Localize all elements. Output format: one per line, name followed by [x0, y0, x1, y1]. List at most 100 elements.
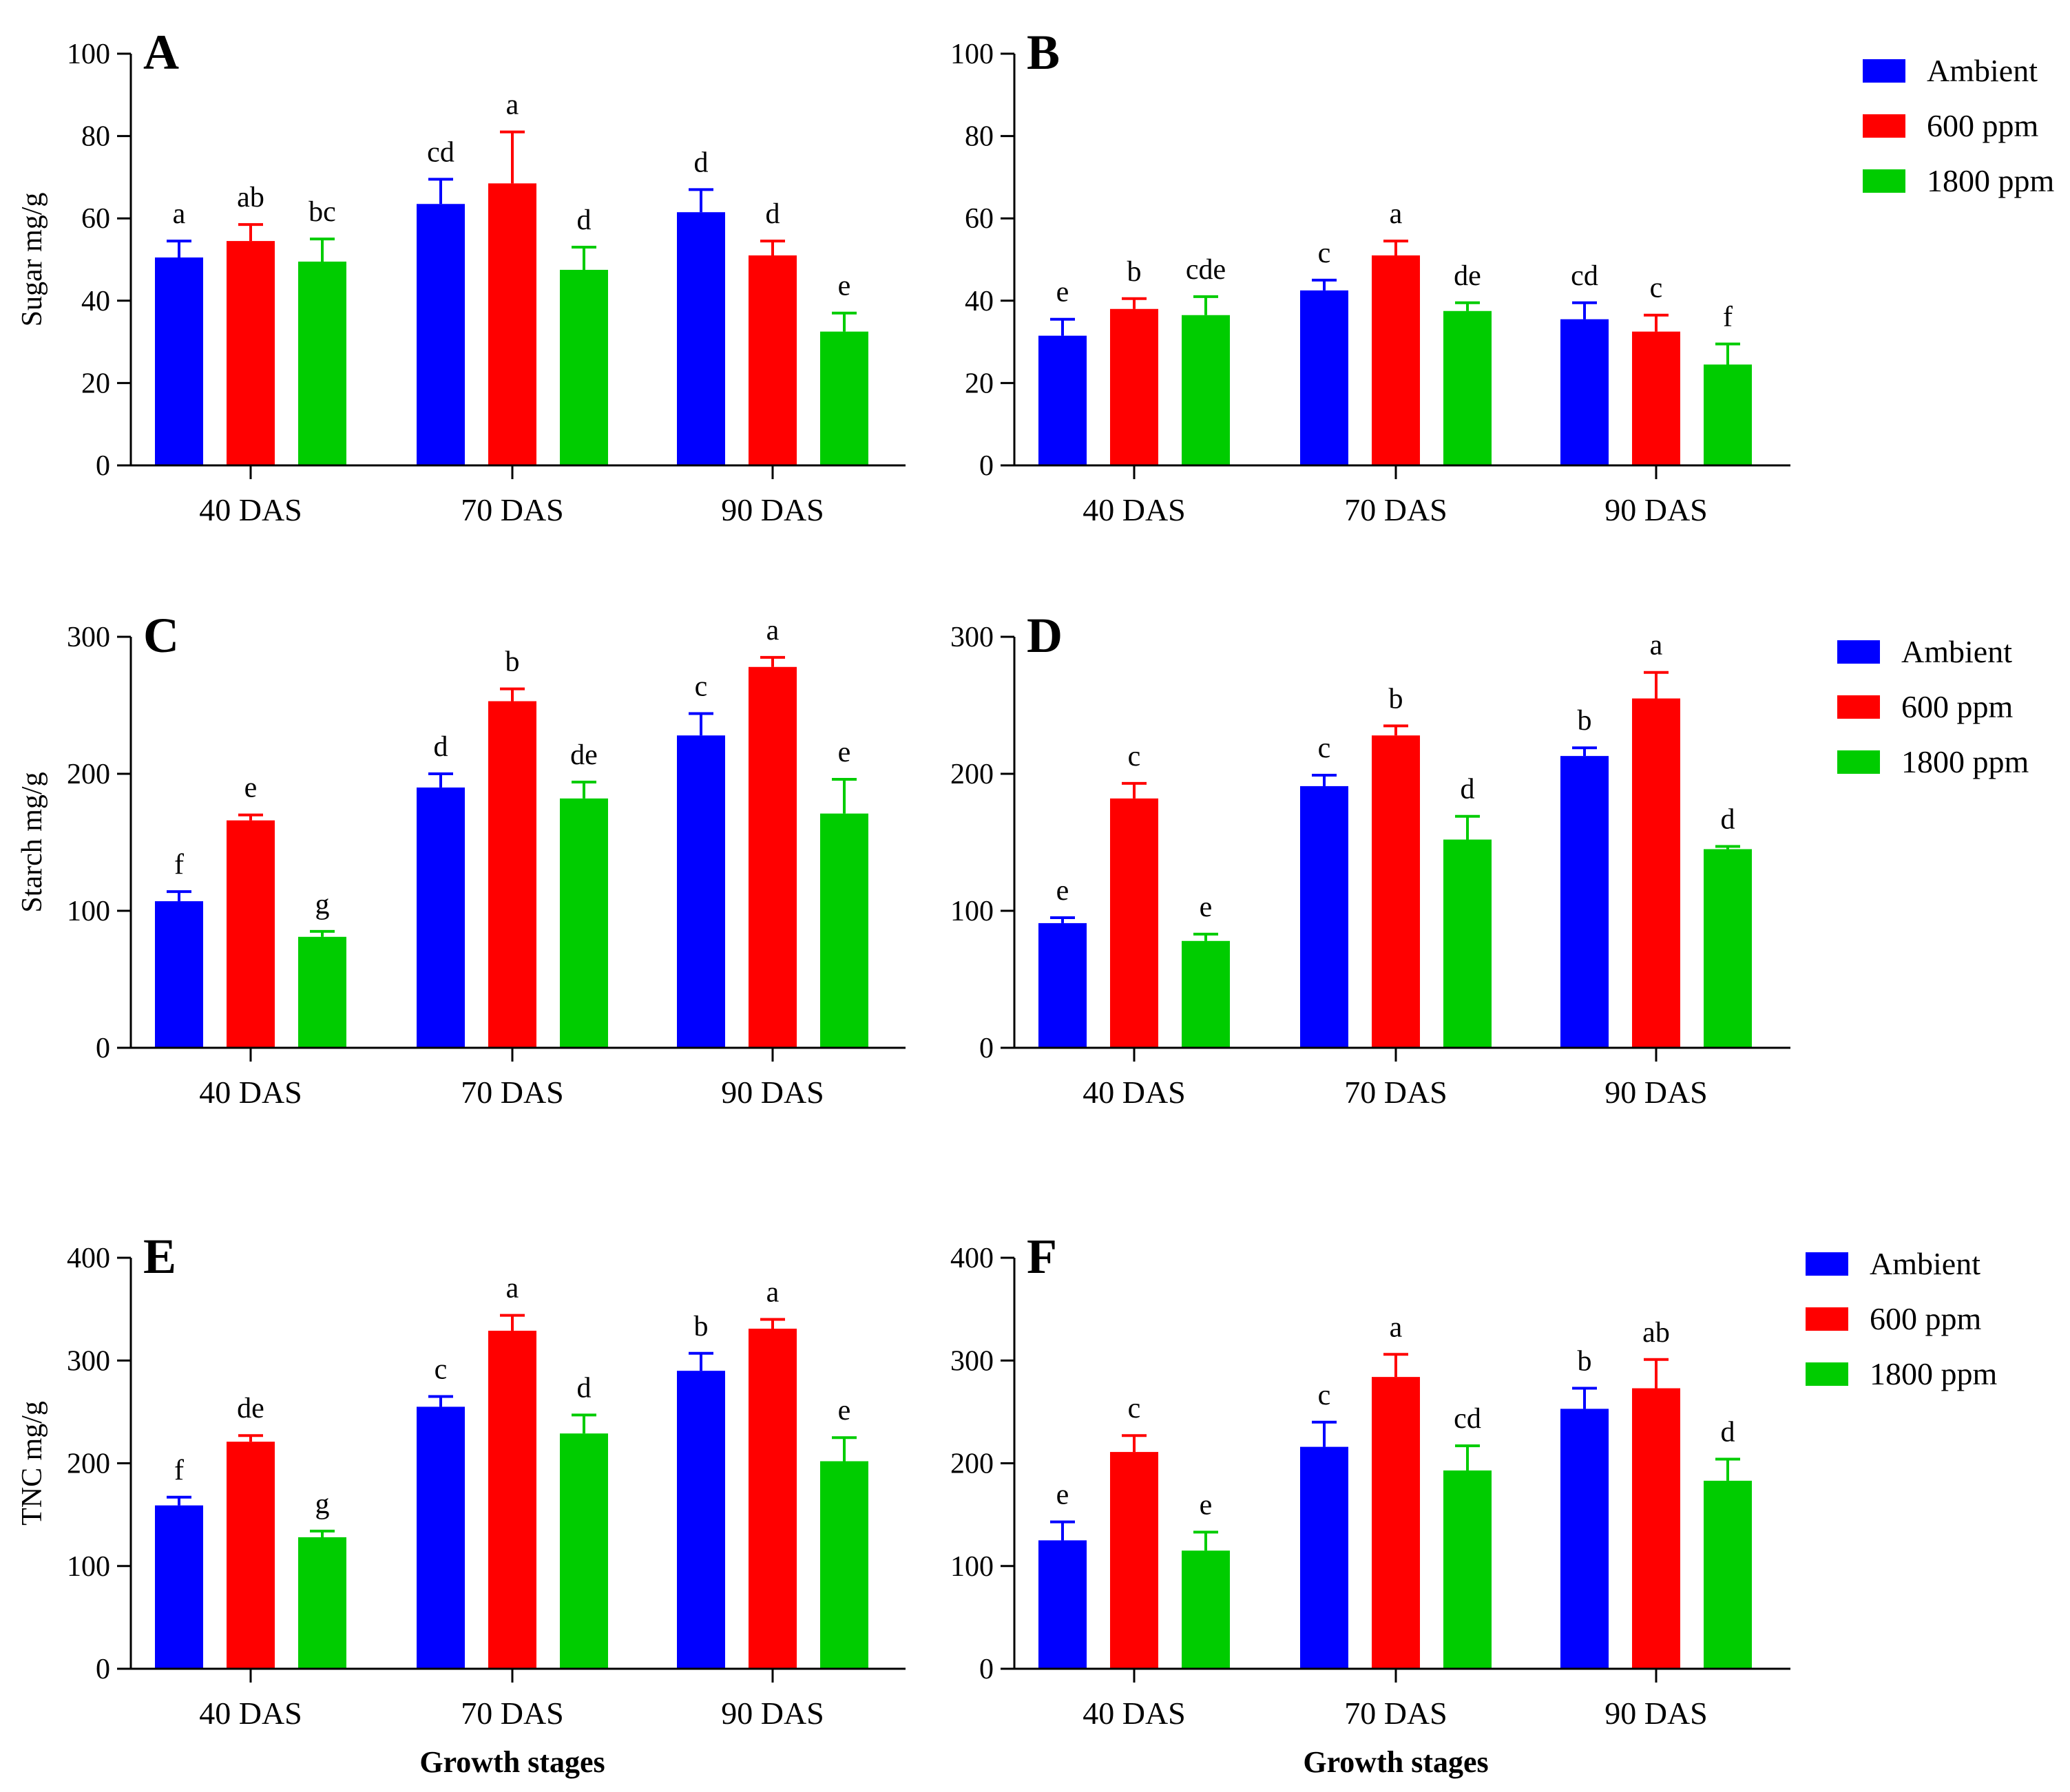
y-tick-label: 60: [81, 203, 110, 235]
chart-panel-f: e c b c a ab e cd d 0 100 200 300 400 40 DAS 70 DAS 90 D…: [950, 1229, 1790, 1779]
legend-2: Ambient 600 ppm 1800 ppm: [1837, 634, 2029, 779]
x-tick-label: 40 DAS: [1083, 492, 1186, 527]
y-tick-label: 80: [81, 121, 110, 153]
x-tick-label: 70 DAS: [461, 1696, 564, 1731]
legend-label: 600 ppm: [1927, 108, 2039, 143]
x-tick-label: 40 DAS: [1083, 1696, 1186, 1731]
y-tick-label: 200: [67, 1448, 110, 1480]
y-tick-label: 40: [965, 286, 994, 317]
x-tick-label: 70 DAS: [461, 1075, 564, 1110]
y-tick-label: 400: [950, 1243, 994, 1274]
bar-c-600-ppm-90-das: [749, 666, 797, 1048]
panel-letter: D: [1027, 608, 1063, 663]
y-axis-title: TNC mg/g: [17, 1401, 48, 1526]
significance-label: a: [1390, 1311, 1403, 1343]
bar-e-ambient-40-das: [155, 1505, 203, 1669]
bar-a-ambient-40-das: [155, 257, 203, 465]
x-axis-title: Growth stages: [419, 1745, 605, 1779]
bar-d-ambient-70-das: [1300, 786, 1348, 1048]
y-tick-label: 300: [950, 1345, 994, 1377]
y-tick-label: 0: [979, 450, 994, 482]
legend-swatch: [1863, 169, 1905, 193]
significance-label: c: [1318, 238, 1331, 269]
y-tick-label: 0: [96, 450, 110, 482]
bar-d-ambient-40-das: [1038, 923, 1087, 1048]
bar-e-ambient-70-das: [417, 1406, 465, 1669]
chart-panel-d: e c b c b a e d d 0 100 200 300 40 DAS 70 DAS 90 DAS D: [950, 608, 1790, 1110]
legend-swatch: [1837, 640, 1880, 664]
significance-label: a: [1650, 630, 1663, 662]
significance-label: d: [577, 204, 592, 236]
bar-c-1800-ppm-70-das: [560, 798, 608, 1048]
significance-label: e: [244, 772, 258, 804]
bar-c-ambient-70-das: [417, 787, 465, 1048]
bar-b-600-ppm-90-das: [1632, 331, 1680, 465]
bar-c-ambient-90-das: [677, 735, 725, 1048]
significance-label: f: [1723, 302, 1733, 333]
significance-label: e: [838, 737, 851, 768]
bar-c-600-ppm-40-das: [227, 820, 275, 1048]
y-tick-label: 100: [67, 39, 110, 70]
bar-a-1800-ppm-40-das: [298, 261, 346, 465]
significance-label: b: [505, 646, 520, 678]
bar-e-600-ppm-70-das: [488, 1330, 536, 1669]
legend-label: 600 ppm: [1901, 689, 2014, 724]
legend-3: Ambient 600 ppm 1800 ppm: [1806, 1246, 1998, 1391]
legend-label: 1800 ppm: [1870, 1356, 1998, 1391]
bar-c-1800-ppm-40-das: [298, 936, 346, 1048]
y-tick-label: 0: [96, 1033, 110, 1064]
legend-label: Ambient: [1870, 1246, 1980, 1281]
significance-label: de: [237, 1393, 264, 1424]
legend-swatch: [1806, 1307, 1848, 1331]
bar-d-1800-ppm-70-das: [1443, 839, 1492, 1048]
significance-label: e: [1200, 1489, 1213, 1521]
significance-label: c: [1650, 273, 1663, 304]
significance-label: c: [1318, 732, 1331, 764]
chart-panel-b: e c cd b a c cde de f 0 20 40 60 80 100 40 DAS 70 DAS 90 …: [950, 25, 1790, 527]
bar-f-ambient-40-das: [1038, 1540, 1087, 1669]
y-axis-title: Starch mg/g: [17, 772, 48, 912]
y-tick-label: 80: [965, 121, 994, 153]
legend-swatch: [1806, 1252, 1848, 1276]
significance-label: a: [766, 615, 780, 646]
significance-label: b: [1578, 705, 1592, 737]
legend-label: Ambient: [1901, 634, 2012, 669]
significance-label: d: [1721, 1417, 1735, 1448]
bar-d-ambient-90-das: [1560, 756, 1609, 1048]
significance-label: d: [434, 731, 448, 763]
significance-label: e: [838, 271, 851, 302]
bar-e-600-ppm-90-das: [749, 1328, 797, 1669]
bar-e-1800-ppm-70-das: [560, 1433, 608, 1669]
bar-d-600-ppm-40-das: [1110, 798, 1158, 1048]
significance-label: c: [695, 671, 708, 702]
chart-panel-a: a cd d ab a d bc d e 0 20 40 60 80 100 40 DAS 70 DAS 90 D…: [17, 25, 906, 527]
significance-label: cd: [1454, 1403, 1481, 1435]
bar-f-1800-ppm-90-das: [1704, 1480, 1752, 1669]
bar-c-1800-ppm-90-das: [820, 813, 868, 1048]
x-tick-label: 90 DAS: [721, 492, 824, 527]
significance-label: a: [1390, 198, 1403, 230]
bar-b-ambient-40-das: [1038, 335, 1087, 465]
bar-a-600-ppm-90-das: [749, 255, 797, 465]
significance-label: bc: [309, 196, 336, 228]
y-tick-label: 300: [67, 1345, 110, 1377]
bar-b-1800-ppm-90-das: [1704, 364, 1752, 465]
y-axis-title: Sugar mg/g: [17, 193, 48, 327]
legend-label: 1800 ppm: [1901, 744, 2029, 779]
bar-a-600-ppm-70-das: [488, 183, 536, 465]
significance-label: cde: [1186, 254, 1226, 286]
bar-a-600-ppm-40-das: [227, 241, 275, 465]
significance-label: d: [1461, 774, 1475, 805]
bar-b-1800-ppm-70-das: [1443, 310, 1492, 465]
legend-label: Ambient: [1927, 53, 2038, 88]
panel-letter: F: [1027, 1229, 1057, 1284]
y-tick-label: 100: [67, 896, 110, 927]
y-tick-label: 400: [67, 1243, 110, 1274]
x-tick-label: 90 DAS: [721, 1696, 824, 1731]
significance-label: e: [1200, 892, 1213, 923]
significance-label: b: [694, 1311, 709, 1342]
legend-1: Ambient 600 ppm 1800 ppm: [1863, 53, 2055, 198]
significance-label: de: [570, 739, 598, 771]
significance-label: a: [506, 89, 519, 121]
